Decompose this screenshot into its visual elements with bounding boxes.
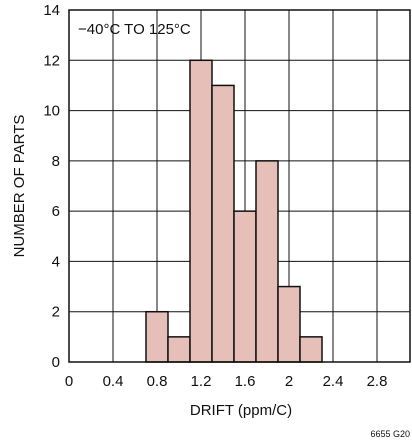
plot-frame <box>68 9 411 363</box>
histogram-bar <box>167 336 191 363</box>
histogram-bars <box>145 59 323 363</box>
x-tick-label: 2 <box>285 373 293 390</box>
x-tick-label: 0.8 <box>147 373 168 390</box>
y-tick-label: 8 <box>52 153 60 170</box>
histogram-bar <box>145 310 169 363</box>
histogram-bar <box>299 336 323 363</box>
x-tick-label: 0.4 <box>103 373 124 390</box>
tick-labels: 0 2 4 6 8 10 12 14 0 0.4 0.8 1.2 1.6 2 2.4 2.8 <box>43 2 387 390</box>
x-tick-label: 2.4 <box>323 373 344 390</box>
y-tick-label: 14 <box>43 2 60 19</box>
figure-id: 6655 G20 <box>370 429 410 439</box>
histogram-bar <box>255 160 279 363</box>
histogram-bar <box>233 210 257 363</box>
x-tick-label: 2.8 <box>367 373 388 390</box>
x-axis-title: DRIFT (ppm/C) <box>190 402 292 419</box>
y-tick-label: 12 <box>43 52 60 69</box>
y-tick-label: 4 <box>52 253 60 270</box>
y-tick-label: 6 <box>52 203 60 220</box>
temperature-range-annotation: −40°C TO 125°C <box>78 21 191 38</box>
x-tick-label: 1.2 <box>191 373 212 390</box>
y-tick-label: 10 <box>43 103 60 120</box>
y-tick-label: 2 <box>52 304 60 321</box>
histogram-bar <box>277 285 301 363</box>
histogram-bar <box>189 59 213 363</box>
y-axis-title: NUMBER OF PARTS <box>11 115 28 258</box>
x-tick-label: 1.6 <box>235 373 256 390</box>
x-tick-label: 0 <box>65 373 73 390</box>
y-tick-label: 0 <box>52 354 60 371</box>
histogram-bar <box>211 84 235 363</box>
